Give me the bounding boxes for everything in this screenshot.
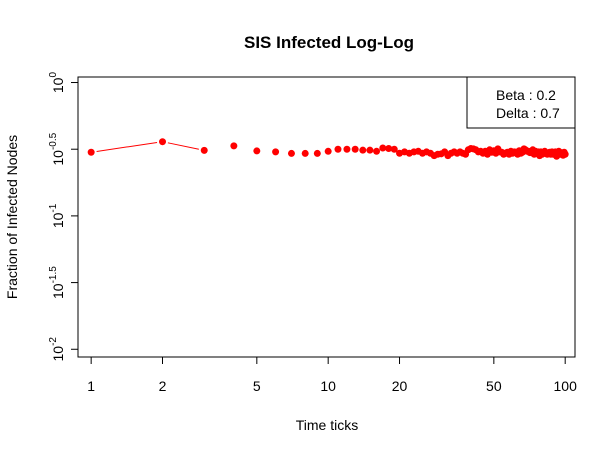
data-points — [87, 138, 569, 160]
x-axis-label: Time ticks — [296, 417, 358, 433]
legend-beta: Beta : 0.2 — [496, 87, 556, 103]
data-point — [390, 145, 398, 153]
y-tick-label: 10-1.5 — [48, 266, 66, 299]
x-tick-label: 5 — [253, 378, 261, 394]
legend-box — [466, 76, 576, 129]
x-tick-label: 50 — [486, 378, 502, 394]
legend: Beta : 0.2 Delta : 0.7 — [466, 76, 576, 129]
data-point — [379, 144, 387, 152]
data-point — [351, 145, 359, 153]
y-tick-label: 10-1 — [48, 203, 66, 228]
svg-text:100: 100 — [48, 72, 66, 94]
data-point — [313, 149, 321, 157]
y-axis: 100 10-0.5 10-1 10-1.5 10-2 — [48, 72, 79, 362]
data-point — [253, 147, 261, 155]
data-point — [359, 146, 367, 154]
x-tick-label: 20 — [392, 378, 408, 394]
data-point — [373, 147, 381, 155]
data-point — [343, 145, 351, 153]
y-axis-label: Fraction of Infected Nodes — [4, 135, 20, 299]
data-point — [301, 149, 309, 157]
data-point — [230, 142, 238, 150]
data-point — [272, 148, 280, 156]
y-tick-label: 10-2 — [48, 337, 66, 362]
series-lines — [96, 142, 199, 152]
data-point — [287, 149, 295, 157]
series-line-segment — [96, 142, 158, 152]
x-tick-label: 1 — [87, 378, 95, 394]
legend-delta: Delta : 0.7 — [496, 105, 560, 121]
data-point — [324, 147, 332, 155]
x-tick-label: 2 — [159, 378, 167, 394]
y-tick-label: 10-0.5 — [48, 132, 66, 165]
data-point — [366, 146, 374, 154]
svg-text:10-1.5: 10-1.5 — [48, 266, 66, 299]
svg-text:10-0.5: 10-0.5 — [48, 132, 66, 165]
x-axis: 1 2 5 10 20 50 100 — [87, 356, 578, 394]
data-point — [159, 138, 167, 146]
x-tick-label: 100 — [554, 378, 578, 394]
data-point — [334, 145, 342, 153]
chart-title: SIS Infected Log-Log — [244, 33, 414, 52]
y-tick-label: 100 — [48, 72, 66, 94]
data-point — [200, 146, 208, 154]
svg-text:10-2: 10-2 — [48, 337, 66, 362]
data-point — [87, 148, 95, 156]
data-point — [385, 145, 393, 153]
data-point — [561, 150, 569, 158]
x-tick-label: 10 — [320, 378, 336, 394]
series-line-segment — [167, 142, 199, 150]
svg-text:10-1: 10-1 — [48, 203, 66, 228]
